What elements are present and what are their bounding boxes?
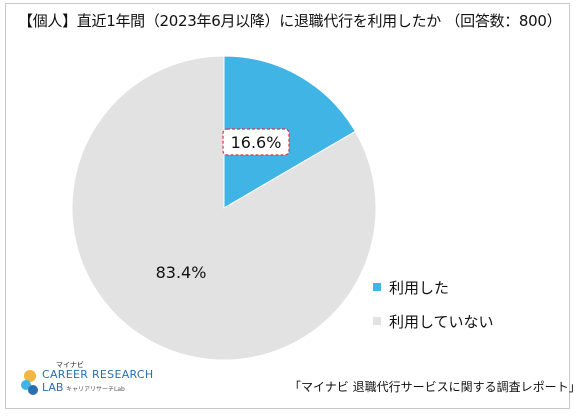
pie-slice-not-used bbox=[71, 55, 377, 361]
legend-label-not-used: 利用していない bbox=[389, 312, 494, 331]
career-research-lab-logo: マイナビ CAREER RESEARCH LAB キャリアリサーチLab bbox=[20, 360, 170, 400]
data-label-used: 16.6% bbox=[231, 133, 282, 152]
legend-swatch-not-used bbox=[373, 317, 381, 325]
highlight-box bbox=[222, 128, 290, 156]
pie-slice-used bbox=[223, 55, 356, 209]
source-note: 「マイナビ 退職代行サービスに関する調査レポート」 bbox=[289, 380, 577, 394]
logo-brand-small: マイナビ bbox=[56, 361, 84, 369]
logo-name-line2: LAB bbox=[42, 381, 64, 394]
logo-mark-icon bbox=[21, 370, 38, 395]
legend-label-used: 利用した bbox=[389, 278, 450, 297]
data-label-not-used: 83.4% bbox=[156, 263, 207, 282]
legend-swatch-used bbox=[373, 283, 381, 291]
legend-item-not-used: 利用していない bbox=[373, 306, 494, 336]
chart-title: 【個人】直近1年間（2023年6月以降）に退職代行を利用したか （回答数：800… bbox=[18, 12, 562, 30]
legend-item-used: 利用した bbox=[373, 272, 494, 302]
logo-tagline: キャリアリサーチLab bbox=[66, 386, 125, 393]
legend: 利用した 利用していない bbox=[373, 272, 494, 340]
logo-name-line1: CAREER RESEARCH bbox=[42, 368, 154, 381]
